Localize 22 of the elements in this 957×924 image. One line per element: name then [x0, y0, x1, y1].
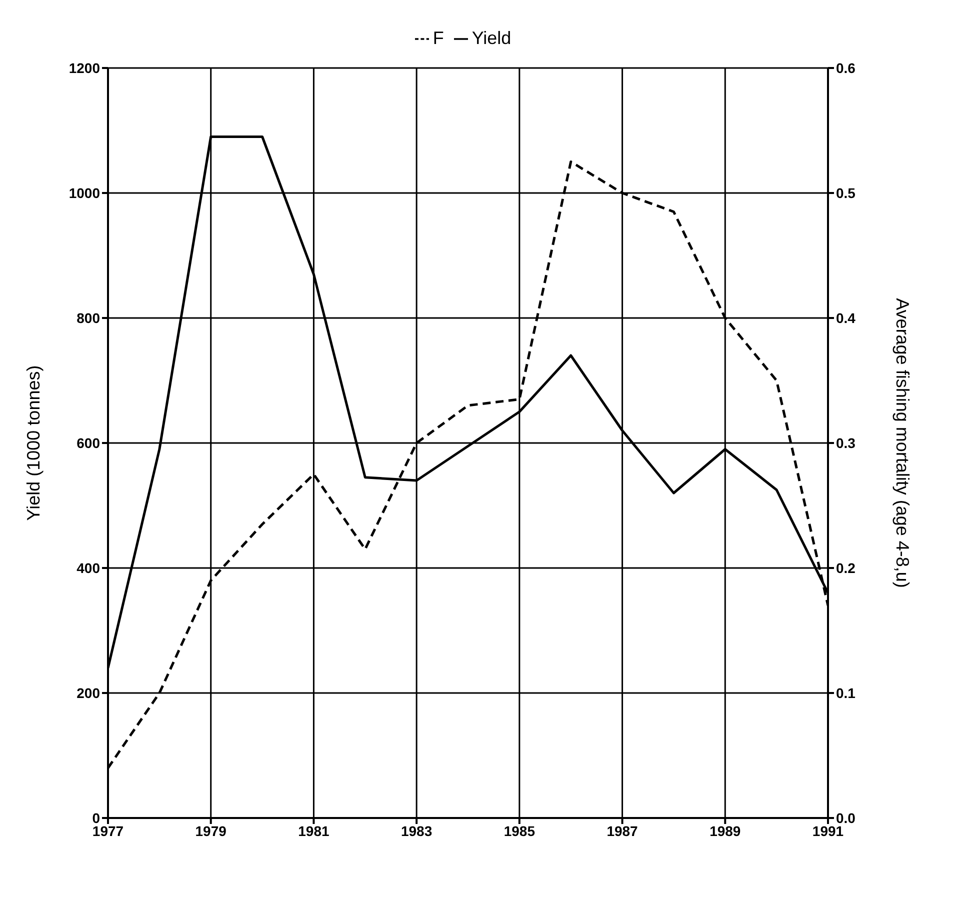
y2-tick-label: 0.2 [836, 560, 856, 576]
x-tick-label: 1981 [298, 822, 330, 839]
y2-axis-title: Average fishing mortality (age 4-8,u) [892, 298, 913, 588]
legend-label: Yield [472, 28, 512, 48]
y2-tick-label: 0.4 [836, 310, 856, 326]
y2-tick-label: 0.3 [836, 434, 856, 451]
y2-tick-label: 0.5 [836, 184, 856, 201]
x-tick-label: 1979 [195, 822, 227, 839]
y-tick-label: 400 [76, 560, 100, 576]
y-axis-title: Yield (1000 tonnes) [23, 365, 44, 521]
x-tick-label: 1985 [504, 822, 536, 839]
x-tick-label: 1983 [400, 822, 432, 839]
y-tick-label: 600 [76, 434, 100, 451]
y-tick-label: 1200 [68, 60, 100, 76]
y-tick-label: 200 [76, 684, 100, 701]
y-tick-label: 1000 [68, 184, 100, 201]
x-tick-label: 1989 [710, 822, 741, 839]
y-tick-label: 800 [76, 310, 100, 326]
y2-tick-label: 0.1 [836, 684, 856, 701]
x-tick-label: 1987 [606, 822, 638, 839]
y2-tick-label: 0.6 [836, 60, 856, 76]
legend-label: F [432, 28, 444, 48]
